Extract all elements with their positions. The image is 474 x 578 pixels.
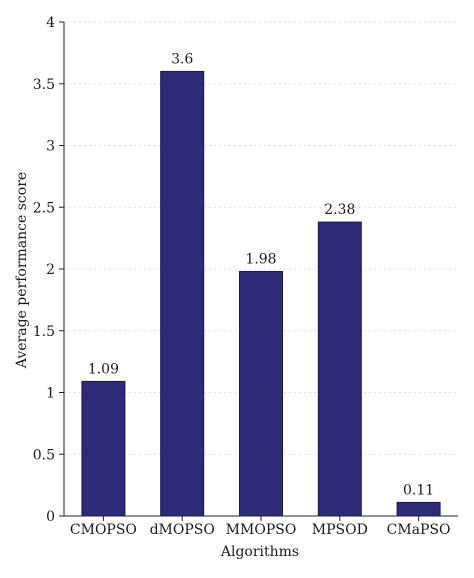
bar-value-label: 1.09 xyxy=(88,361,119,377)
y-tick-label: 0 xyxy=(46,509,55,525)
bar-mmopso xyxy=(239,270,283,517)
y-tick-label: 1.5 xyxy=(33,324,55,340)
x-tick-label: CMaPSO xyxy=(387,522,451,538)
x-tick-label: CMOPSO xyxy=(70,522,137,538)
y-tick-label: 4 xyxy=(46,15,55,31)
y-tick-label: 3 xyxy=(46,139,55,155)
bar-mpsod xyxy=(317,221,362,517)
y-axis-ticks: 0 0.5 1 1.5 2 2.5 3 3.5 4 xyxy=(33,15,64,525)
bar-dmopso xyxy=(160,70,205,517)
bar-value-label: 1.98 xyxy=(245,251,276,267)
bar-cmapso xyxy=(396,501,441,517)
x-tick-label: MPSOD xyxy=(312,522,368,538)
x-axis-ticks: CMOPSO dMOPSO MMOPSO MPSOD CMaPSO xyxy=(70,516,451,538)
bars xyxy=(81,70,441,517)
y-tick-label: 2.5 xyxy=(33,200,55,216)
bar-cmopso xyxy=(81,380,126,517)
axes xyxy=(63,22,458,517)
bar-value-label: 2.38 xyxy=(324,202,355,218)
x-axis-title: Algorithms xyxy=(220,544,299,560)
y-tick-label: 1 xyxy=(46,386,55,402)
y-tick-label: 0.5 xyxy=(33,447,55,463)
y-tick-label: 3.5 xyxy=(33,77,55,93)
x-tick-label: MMOPSO xyxy=(226,522,297,538)
x-tick-label: dMOPSO xyxy=(150,522,215,538)
y-axis-title: Average performance score xyxy=(14,172,30,369)
bar-value-label: 0.11 xyxy=(403,482,434,498)
bar-value-labels: 1.09 3.6 1.98 2.38 0.11 xyxy=(88,51,434,498)
bar-value-label: 3.6 xyxy=(171,51,193,67)
y-tick-label: 2 xyxy=(46,262,55,278)
